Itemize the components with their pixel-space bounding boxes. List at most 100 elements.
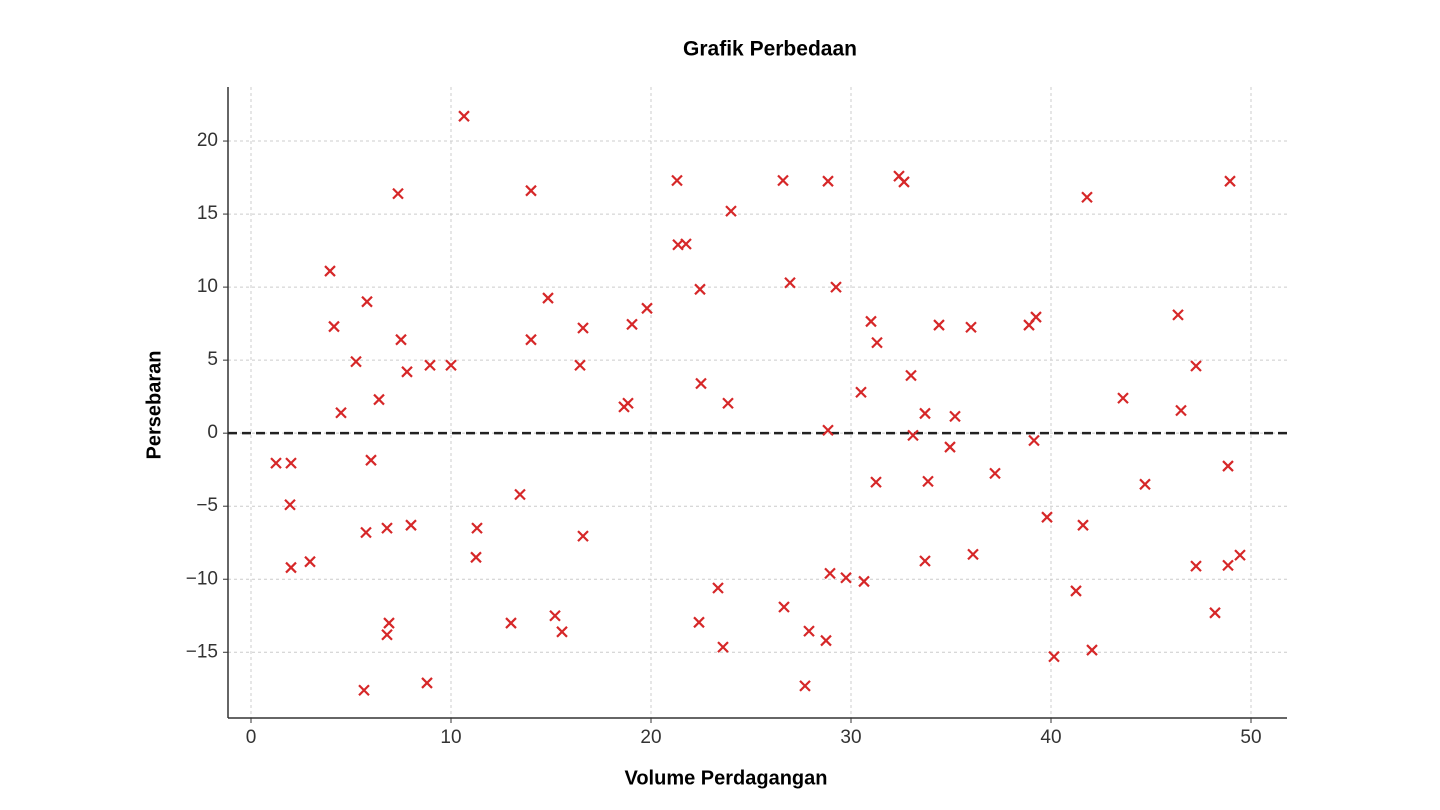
scatter-point — [542, 292, 554, 304]
scatter-point — [803, 625, 815, 637]
scatter-point — [694, 283, 706, 296]
scatter-point — [898, 176, 910, 188]
scatter-point — [383, 617, 395, 629]
scatter-point — [381, 522, 393, 534]
scatter-point — [1070, 585, 1082, 597]
scatter-point — [285, 561, 297, 574]
y-tick-label: 10 — [197, 276, 218, 297]
scatter-point — [820, 634, 832, 647]
x-tick-label: 0 — [246, 727, 257, 748]
scatter-point — [1041, 511, 1053, 523]
scatter-point — [285, 457, 297, 469]
scatter-point — [470, 551, 482, 564]
scatter-point — [335, 406, 347, 419]
scatter-point — [304, 555, 316, 568]
y-tick-label: 15 — [197, 203, 218, 224]
scatter-point — [1028, 434, 1040, 447]
scatter-point — [1222, 559, 1234, 572]
scatter-point — [360, 526, 372, 539]
scatter-point — [626, 318, 638, 331]
scatter-point — [270, 457, 282, 469]
scatter-point — [671, 174, 683, 187]
scatter-point — [1086, 644, 1098, 656]
scatter-point — [1139, 478, 1151, 491]
scatter-point — [799, 680, 811, 692]
scatter-point — [458, 110, 470, 122]
scatter-point — [777, 174, 789, 187]
y-tick-label: 20 — [197, 130, 218, 151]
scatter-point — [577, 322, 589, 334]
scatter-point — [1209, 607, 1221, 619]
scatter-point — [830, 281, 842, 293]
scatter-point — [1190, 360, 1202, 372]
scatter-point — [1234, 549, 1246, 561]
scatter-point — [989, 467, 1001, 480]
scatter-point — [328, 320, 340, 333]
x-tick-label: 20 — [640, 727, 661, 748]
y-tick-label: 0 — [207, 422, 218, 443]
x-tick-label: 10 — [440, 727, 461, 748]
scatter-point — [514, 488, 526, 501]
scatter-point — [1077, 519, 1089, 531]
scatter-point — [1175, 404, 1187, 417]
y-tick-label: −5 — [196, 495, 218, 516]
scatter-point — [358, 684, 370, 697]
scatter-point — [401, 366, 413, 378]
scatter-point — [858, 575, 870, 588]
scatter-point — [373, 393, 385, 406]
scatter-point — [1030, 311, 1042, 323]
scatter-point — [556, 626, 568, 638]
chart-title: Grafik Perbedaan — [683, 38, 857, 61]
scatter-point — [822, 424, 834, 437]
scatter-point — [905, 369, 917, 382]
scatter-point — [1048, 650, 1060, 663]
scatter-point — [574, 359, 586, 372]
scatter-point — [967, 548, 979, 561]
scatter-point — [1081, 191, 1093, 204]
scatter-point — [722, 397, 734, 410]
scatter-point — [405, 519, 417, 531]
scatter-point — [424, 359, 436, 372]
scatter-point — [784, 276, 796, 289]
scatter-point — [919, 555, 931, 567]
scatter-point — [1190, 560, 1202, 572]
scatter-point — [865, 315, 877, 328]
y-tick-label: 5 — [207, 349, 218, 370]
x-tick-label: 40 — [1040, 727, 1061, 748]
scatter-point — [525, 184, 537, 197]
scatter-point — [871, 336, 883, 349]
scatter-point — [922, 475, 934, 488]
y-tick-label: −15 — [186, 641, 218, 662]
scatter-point — [680, 238, 692, 250]
y-tick-label: −10 — [186, 568, 218, 589]
scatter-point — [622, 397, 634, 410]
scatter-point — [933, 319, 945, 331]
scatter-point — [350, 355, 362, 368]
scatter-point — [471, 522, 483, 534]
scatter-point — [365, 454, 377, 466]
scatter-point — [361, 295, 373, 308]
scatter-point — [324, 265, 336, 277]
scatter-point — [855, 386, 867, 399]
scatter-point — [870, 476, 882, 488]
scatter-point — [944, 441, 956, 453]
scatter-point — [907, 429, 919, 442]
scatter-point — [1222, 460, 1234, 472]
scatter-point — [949, 410, 961, 423]
scatter-point — [822, 175, 834, 187]
scatter-point — [695, 377, 707, 390]
scatter-point — [421, 677, 433, 689]
scatter-point — [1224, 175, 1236, 187]
scatter-point — [395, 333, 407, 346]
scatter-point — [392, 187, 404, 200]
scatter-point — [717, 641, 729, 653]
scatter-point — [381, 628, 393, 641]
x-tick-label: 50 — [1240, 727, 1261, 748]
scatter-point — [824, 567, 836, 580]
scatter-point — [778, 601, 790, 613]
scatter-point — [712, 582, 724, 594]
scatter-point — [577, 530, 589, 542]
scatter-point — [1172, 309, 1184, 321]
y-axis-label: Persebaran — [143, 351, 165, 460]
